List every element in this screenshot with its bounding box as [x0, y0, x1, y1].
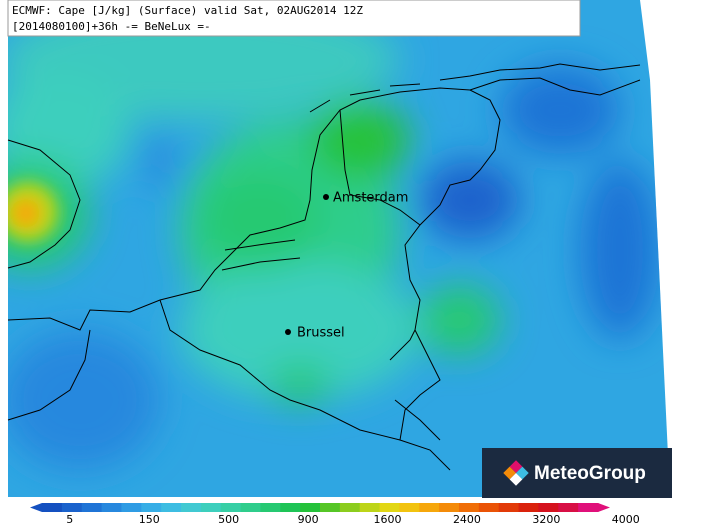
colorbar-swatch [439, 503, 460, 512]
cape-field [8, 0, 670, 497]
colorbar-swatch [121, 503, 142, 512]
colorbar-swatch [339, 503, 361, 512]
header-line: [2014080100]+36h -= BeNeLux =- [12, 20, 211, 33]
city-label: Brussel [297, 326, 345, 341]
colorbar: 5 150 500 900 1600 2400 3200 4000 [30, 503, 640, 526]
colorbar-swatch [478, 503, 500, 512]
colorbar-swatch [61, 503, 83, 512]
colorbar-tick-label: 5 [66, 513, 73, 526]
colorbar-swatch [558, 503, 579, 512]
coastlines [7, 63, 641, 471]
colorbar-swatch [300, 503, 321, 512]
colorbar-tick-label: 900 [298, 513, 319, 526]
colorbar-arrow [598, 503, 610, 512]
colorbar-tick-label: 150 [139, 513, 160, 526]
colorbar-swatch [280, 503, 301, 512]
colorbar-swatch [220, 503, 242, 512]
colorbar-swatch [101, 503, 122, 512]
colorbar-swatch [161, 503, 182, 512]
colorbar-swatch [181, 503, 202, 512]
colorbar-tick-label: 2400 [453, 513, 481, 526]
city-label: Amsterdam [333, 191, 408, 206]
colorbar-swatch [419, 503, 440, 512]
colorbar-swatch [578, 503, 599, 512]
colorbar-swatch [81, 503, 103, 512]
colorbar-swatch [538, 503, 559, 512]
colorbar-tick-label: 3200 [532, 513, 560, 526]
colorbar-swatch [359, 503, 381, 512]
colorbar-tick-label: 500 [218, 513, 239, 526]
colorbar-swatch [459, 503, 480, 512]
colorbar-swatch [518, 503, 539, 512]
colorbar-tick-label: 4000 [612, 513, 640, 526]
header-line: ECMWF: Cape [J/kg] (Surface) valid Sat, … [12, 4, 363, 17]
header-box [7, 0, 581, 37]
city-dot [323, 194, 329, 200]
colorbar-swatch [42, 503, 63, 512]
colorbar-swatch [200, 503, 222, 512]
colorbar-swatch [498, 503, 520, 512]
colorbar-arrow [30, 503, 42, 512]
colorbar-swatch [379, 503, 400, 512]
colorbar-swatch [320, 503, 341, 512]
city-dot [285, 329, 291, 335]
colorbar-tick-label: 1600 [374, 513, 402, 526]
colorbar-swatch [399, 503, 420, 512]
logo-text: MeteoGroup [534, 463, 646, 484]
colorbar-swatch [260, 503, 281, 512]
colorbar-swatch [141, 503, 162, 512]
colorbar-swatch [240, 503, 261, 512]
